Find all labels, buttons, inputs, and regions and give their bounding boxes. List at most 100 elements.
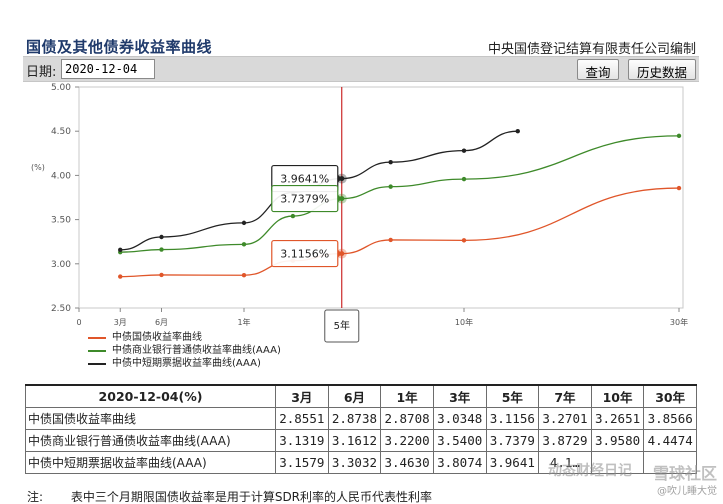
watermark-center: 动态财经日记 (548, 463, 632, 479)
data-point (461, 238, 467, 243)
data-point (515, 129, 520, 134)
watermark-user: @吹儿睡大觉 (657, 486, 717, 497)
legend-item: 中债国债收益率曲线 (88, 331, 281, 344)
chart-legend: 中债国债收益率曲线中债商业银行普通债收益率曲线(AAA) 中债中短期票据收益率曲线… (88, 331, 281, 370)
table-cell: 3.2651 (590, 406, 645, 430)
table-column-header: 10年 (590, 384, 645, 408)
table-cell: 3.0348 (432, 406, 487, 430)
data-point (159, 272, 164, 278)
table-cell: 3.5400 (432, 428, 487, 452)
legend-label: 中债商业银行普通债收益率曲线(AAA) (112, 345, 281, 356)
date-input[interactable] (61, 59, 155, 79)
table-cell: 2.8551 (275, 406, 329, 430)
table-row-name: 中债商业银行普通债收益率曲线(AAA) (25, 428, 276, 452)
data-point (241, 273, 247, 278)
x-tick-label: 30年 (670, 317, 688, 327)
data-point (241, 242, 247, 247)
legend-item: 中债商业银行普通债收益率曲线(AAA) (88, 344, 281, 357)
history-data-button[interactable]: 历史数据 (628, 59, 696, 80)
table-cell: 3.1612 (327, 428, 382, 452)
x-tick-label: 3月 (114, 318, 127, 327)
table-cell: 4.1… (538, 450, 592, 474)
table-cell: 3.8729 (538, 428, 592, 452)
table-cell: 3.4630 (380, 450, 434, 474)
table-cell: 3.9580 (590, 428, 645, 452)
table-header-row: 2020-12-04(%) 3月 6月 1年 3年 5年 7年 10年 30年 (25, 384, 697, 408)
y-tick-label: 4.00 (51, 171, 71, 181)
table-column-header: 3年 (432, 384, 487, 408)
table-cell: 4.4474 (643, 428, 697, 452)
y-tick-label: 2.50 (51, 304, 71, 314)
data-point (290, 213, 296, 219)
y-tick-label: 3.00 (51, 260, 71, 270)
table-cell (643, 450, 697, 474)
data-point (461, 148, 467, 153)
table-row: 中债商业银行普通债收益率曲线(AAA) 3.1319 3.1612 3.2200 3.5… (25, 428, 697, 452)
data-point (388, 184, 393, 189)
table-cell: 2.8738 (327, 406, 382, 430)
publisher-label: 中央国债登记结算有限责任公司编制 (487, 42, 696, 57)
x-tick-label: 6月 (155, 318, 168, 327)
x-tick-label: 10年 (455, 317, 473, 327)
table-column-header: 1年 (380, 384, 434, 408)
table-cell: 3.8074 (432, 450, 487, 474)
legend-swatch (88, 337, 106, 339)
table-row: 中债国债收益率曲线 2.8551 2.8738 2.8708 3.0348 3.1156 3… (25, 406, 697, 430)
table-row: 中债中短期票据收益率曲线(AAA) 3.1579 3.3032 3.4630 3.807… (25, 450, 697, 474)
cursor-label: 5年 (334, 319, 350, 332)
table-column-header: 3月 (275, 384, 329, 408)
table-cell: 3.9641 (485, 450, 540, 474)
yield-table: 2020-12-04(%) 3月 6月 1年 3年 5年 7年 10年 30年 中债国债收益率曲… (25, 384, 697, 474)
legend-swatch (88, 363, 106, 365)
table-row-name: 中债中短期票据收益率曲线(AAA) (25, 450, 276, 474)
table-cell: 2.8708 (380, 406, 434, 430)
tooltip-pointer (337, 174, 342, 183)
table-column-header: 5年 (485, 384, 540, 408)
data-point (118, 247, 123, 253)
table-column-header: 7年 (538, 384, 592, 408)
table-date-header: 2020-12-04(%) (25, 384, 276, 408)
table-cell: 3.1319 (275, 428, 329, 452)
table-column-header: 6月 (327, 384, 382, 408)
data-point (241, 220, 247, 226)
data-point (159, 234, 164, 240)
table-column-header: 30年 (643, 384, 697, 408)
page-title: 国债及其他债券收益率曲线 (26, 38, 213, 56)
legend-item: 中债中短期票据收益率曲线(AAA) (88, 357, 281, 370)
y-tick-label: 4.50 (51, 127, 71, 137)
legend-swatch (88, 350, 106, 352)
table-cell: 3.8566 (643, 406, 697, 430)
date-label: 日期: (26, 65, 57, 80)
data-point (388, 237, 393, 243)
y-tick-label: 3.50 (51, 216, 71, 226)
legend-label: 中债中短期票据收益率曲线(AAA) (112, 358, 261, 369)
yield-curve-chart[interactable]: 5.00 4.50 4.00 3.50 3.00 2.50 (%) 0 3月 6月 1年 10年 30年… (23, 82, 699, 382)
table-cell: 3.2200 (380, 428, 434, 452)
query-button[interactable]: 查询 (577, 59, 619, 80)
x-tick-label: 0 (76, 318, 81, 327)
data-point (159, 247, 164, 252)
table-cell: 3.1579 (275, 450, 329, 474)
y-axis-label: (%) (31, 163, 45, 172)
table-cell: 3.1156 (485, 406, 540, 430)
footnote: 注: 表中三个月期限国债收益率是用于计算SDR利率的人民币代表性利率 (27, 488, 432, 504)
y-tick-label: 5.00 (51, 83, 71, 93)
watermark-title: 雪球社区 (652, 464, 717, 483)
chart-canvas[interactable]: 5.00 4.50 4.00 3.50 3.00 2.50 (%) 0 3月 6月 1年 10年 30年… (23, 82, 699, 382)
table-row-name: 中债国债收益率曲线 (25, 406, 276, 430)
note-text: 表中三个月期限国债收益率是用于计算SDR利率的人民币代表性利率 (70, 490, 433, 504)
legend-label: 中债国债收益率曲线 (112, 332, 202, 343)
cursor-label-box (324, 309, 360, 343)
tooltip-pointer (337, 249, 342, 258)
data-point (118, 274, 123, 279)
note-label: 注: (27, 490, 44, 504)
data-point (676, 133, 682, 139)
x-tick-label: 1年 (237, 317, 250, 327)
plot-area (78, 86, 684, 309)
tooltip-pointer (337, 194, 342, 203)
table-cell: 3.2701 (538, 406, 592, 430)
table-cell: 3.7379 (485, 428, 540, 452)
data-point (461, 176, 467, 182)
table-cell: 3.3032 (327, 450, 382, 474)
data-point (388, 159, 393, 165)
